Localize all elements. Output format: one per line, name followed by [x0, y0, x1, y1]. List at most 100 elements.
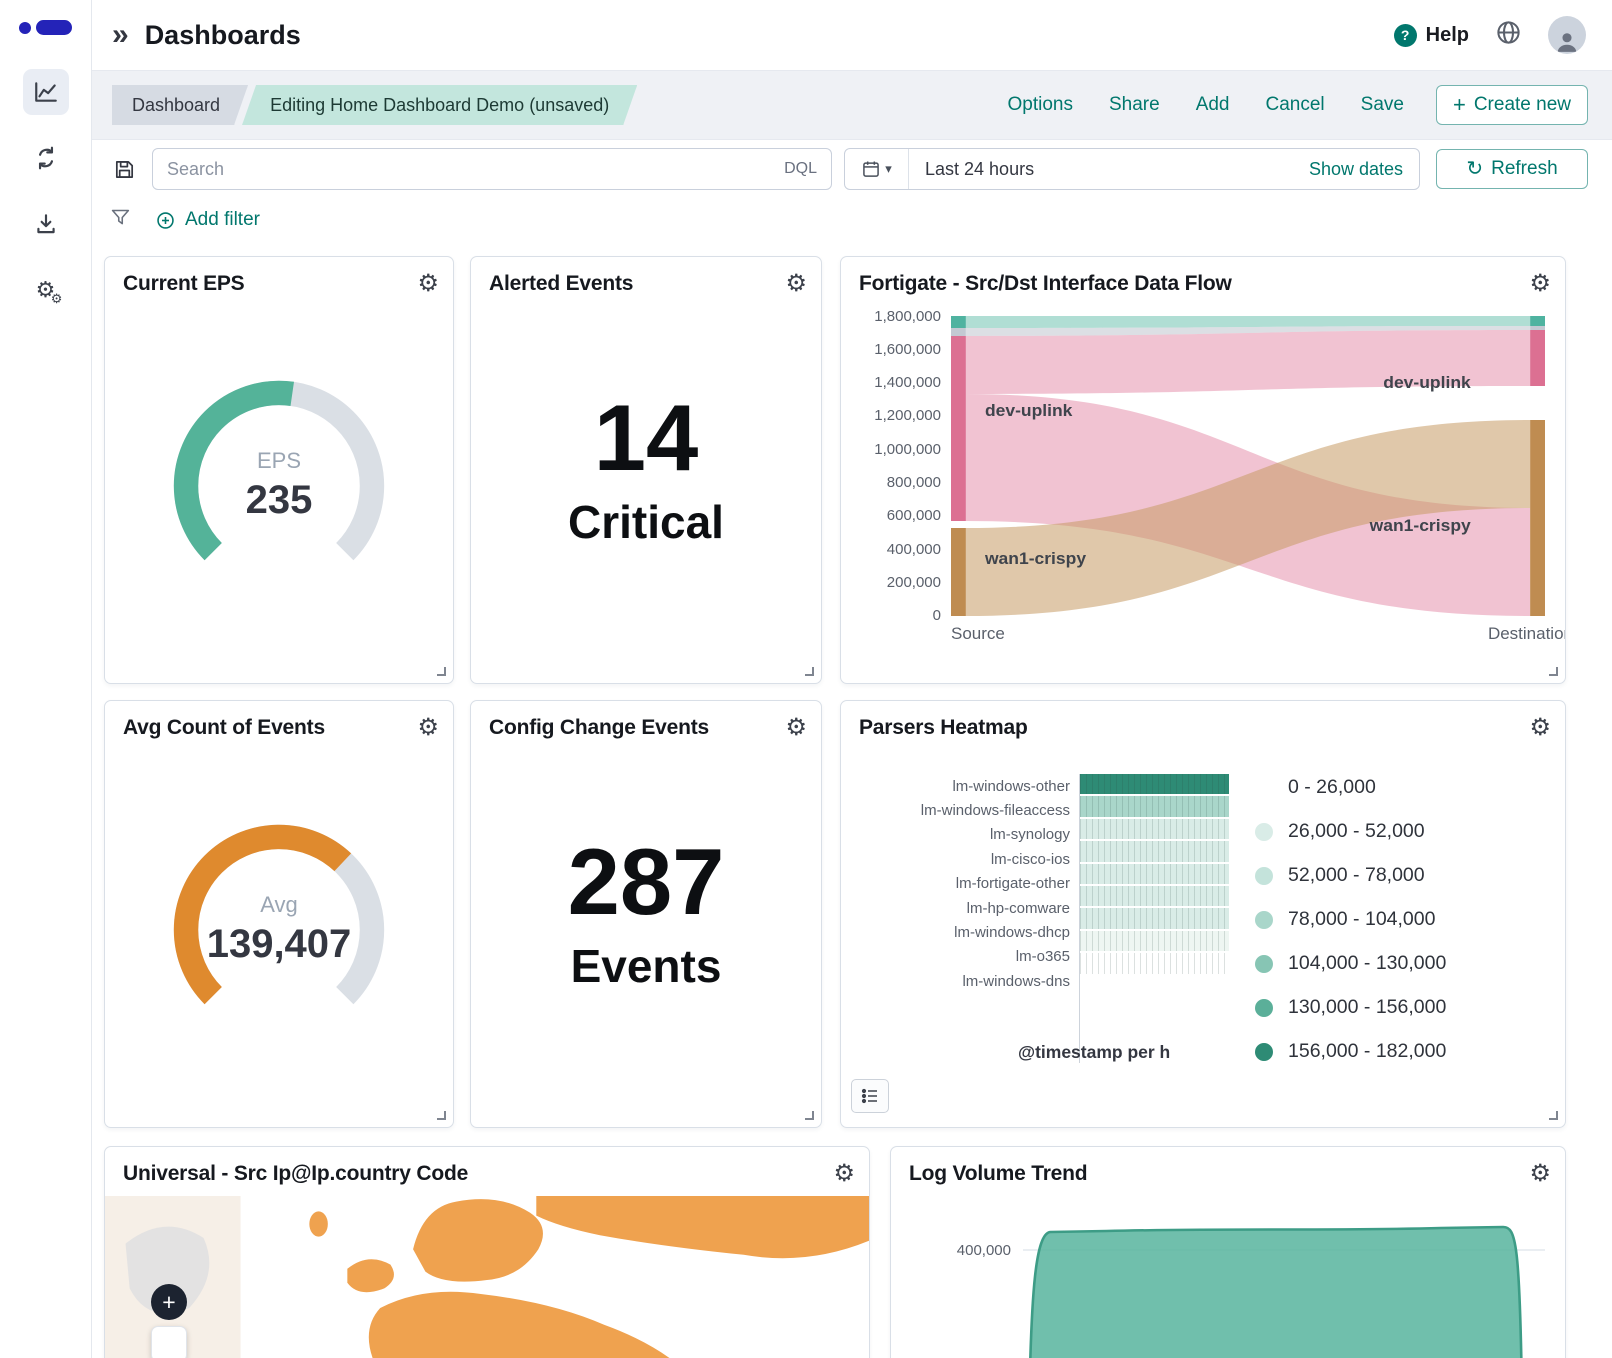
heatmap-cell[interactable] — [1080, 774, 1229, 797]
panel-settings-icon[interactable]: ⚙ — [785, 270, 807, 297]
sidebar-item-services[interactable]: ⚙ ⚙ — [23, 267, 69, 313]
panel-sankey: Fortigate - Src/Dst Interface Data Flow … — [840, 256, 1566, 684]
legend-dot — [1255, 910, 1273, 929]
search-input[interactable] — [167, 158, 785, 180]
resize-handle[interactable] — [437, 667, 446, 676]
dashboard-toolbar: Dashboard Editing Home Dashboard Demo (u… — [92, 70, 1612, 140]
gauge-label: EPS — [256, 448, 302, 473]
resize-handle[interactable] — [437, 1111, 446, 1120]
resize-handle[interactable] — [1549, 1111, 1558, 1120]
app-logo[interactable] — [19, 20, 72, 35]
heatmap-cell[interactable] — [1080, 863, 1229, 886]
list-icon — [861, 1088, 877, 1104]
legend-range-label: 52,000 - 78,000 — [1288, 864, 1425, 886]
dql-label[interactable]: DQL — [784, 160, 817, 177]
create-new-button[interactable]: + Create new — [1435, 85, 1588, 125]
add-filter-button[interactable]: Add filter — [155, 209, 260, 231]
panel-settings-icon[interactable]: ⚙ — [833, 1160, 855, 1187]
legend-dot — [1255, 779, 1273, 797]
sidebar-item-dashboards[interactable] — [22, 69, 69, 115]
y-axis-tick: 400,000 — [956, 1242, 1011, 1259]
heatmap-legend-item: 104,000 - 130,000 — [1255, 952, 1446, 975]
sankey-node-label: dev-uplink — [1383, 373, 1471, 391]
heatmap-legend-item: 156,000 - 182,000 — [1255, 1040, 1446, 1063]
heatmap-row-label: lm-windows-other — [952, 777, 1070, 795]
sankey-flows[interactable]: dev-uplink wan1-crispy dev-uplink wan1-c… — [951, 316, 1545, 616]
gauge-value: 235 — [245, 478, 313, 522]
heatmap-chart: lm-windows-other lm-windows-fileaccess lm-… — [841, 774, 1565, 1063]
query-bar: DQL ▾ Last 24 hours Show dates ↻ Refresh — [92, 140, 1612, 198]
metric-label: Critical — [568, 496, 724, 548]
calendar-icon — [863, 161, 880, 177]
sankey-node-label: wan1-crispy — [984, 549, 1087, 567]
heatmap-row-label: lm-windows-fileaccess — [920, 802, 1070, 820]
heatmap-cells — [1080, 774, 1229, 976]
refresh-button[interactable]: ↻ Refresh — [1436, 149, 1588, 189]
panel-settings-icon[interactable]: ⚙ — [1529, 1160, 1551, 1187]
logo-dot — [19, 21, 31, 34]
map-zoom-in-button[interactable]: + — [151, 1284, 187, 1320]
heatmap-cell[interactable] — [1080, 885, 1229, 909]
sankey-node-label: wan1-crispy — [1369, 516, 1472, 534]
toolbar-action-share[interactable]: Share — [1108, 94, 1160, 115]
heatmap-cell[interactable] — [1080, 908, 1229, 931]
heatmap-y-axis: lm-windows-other lm-windows-fileaccess lm-… — [853, 774, 1079, 1063]
legend-toggle-button[interactable] — [851, 1079, 889, 1113]
panel-settings-icon[interactable]: ⚙ — [417, 270, 439, 297]
breadcrumb-dashboard[interactable]: Dashboard — [112, 85, 248, 125]
show-dates-link[interactable]: Show dates — [1308, 158, 1403, 179]
heatmap-cell[interactable] — [1080, 841, 1229, 864]
toolbar-action-options[interactable]: Options — [1007, 94, 1073, 115]
line-chart-icon — [34, 82, 57, 102]
toolbar-action-save[interactable]: Save — [1360, 94, 1404, 115]
legend-range-label: 78,000 - 104,000 — [1288, 908, 1436, 930]
filter-bar: Add filter — [92, 198, 1612, 248]
search-bar[interactable]: DQL — [152, 148, 832, 190]
heatmap-legend-item: 78,000 - 104,000 — [1255, 908, 1446, 931]
panel-title: Avg Count of Events — [123, 716, 325, 739]
panel-settings-icon[interactable]: ⚙ — [785, 714, 807, 741]
panel-settings-icon[interactable]: ⚙ — [1529, 714, 1551, 741]
globe-icon[interactable] — [1495, 19, 1522, 51]
user-avatar[interactable] — [1548, 16, 1586, 54]
time-range-value[interactable]: Last 24 hours — [925, 158, 1035, 179]
resize-handle[interactable] — [805, 1111, 814, 1120]
page-title: Dashboards — [144, 19, 301, 50]
legend-range-label: 104,000 - 130,000 — [1288, 952, 1447, 974]
sidebar-item-sync[interactable] — [23, 135, 69, 181]
main-area: » Dashboards ? Help Dashboard Ed — [92, 0, 1612, 1358]
help-link[interactable]: ? Help — [1393, 23, 1469, 47]
world-map[interactable]: + — [105, 1196, 869, 1358]
panel-avg-events: Avg Count of Events ⚙ Avg 139,407 — [104, 700, 454, 1128]
map-tool-button[interactable] — [151, 1326, 187, 1358]
calendar-dropdown[interactable]: ▾ — [845, 149, 909, 189]
expand-nav-icon[interactable]: » — [112, 18, 129, 51]
heatmap-cell[interactable] — [1080, 818, 1229, 842]
help-label: Help — [1425, 23, 1469, 46]
plus-circle-icon — [157, 211, 174, 229]
save-query-icon[interactable] — [108, 158, 140, 181]
heatmap-legend-item: 26,000 - 52,000 — [1255, 820, 1446, 843]
panel-current-eps: Current EPS ⚙ EPS 235 — [104, 256, 454, 684]
sidebar-item-download[interactable] — [23, 201, 69, 247]
toolbar-action-cancel[interactable]: Cancel — [1265, 94, 1325, 115]
resize-handle[interactable] — [1549, 667, 1558, 676]
filter-icon[interactable] — [110, 207, 131, 233]
heatmap-row-label: lm-windows-dns — [962, 972, 1070, 990]
panel-parsers-heatmap: Parsers Heatmap ⚙ lm-windows-other lm-win… — [840, 700, 1566, 1128]
panel-settings-icon[interactable]: ⚙ — [1529, 270, 1551, 297]
resize-handle[interactable] — [805, 667, 814, 676]
heatmap-cell[interactable] — [1080, 930, 1229, 954]
toolbar-action-add[interactable]: Add — [1195, 94, 1230, 115]
legend-dot — [1255, 954, 1273, 973]
heatmap-cell[interactable] — [1080, 953, 1229, 976]
legend-range-label: 26,000 - 52,000 — [1288, 820, 1425, 842]
heatmap-x-axis-label: @timestamp per h — [1018, 1042, 1171, 1062]
user-icon — [1557, 33, 1577, 52]
heatmap-cell[interactable] — [1080, 796, 1229, 819]
legend-range-label: 0 - 26,000 — [1288, 776, 1376, 798]
panel-settings-icon[interactable]: ⚙ — [417, 714, 439, 741]
panel-title: Universal - Src Ip@Ip.country Code — [123, 1162, 469, 1185]
panel-title: Parsers Heatmap — [859, 716, 1028, 739]
